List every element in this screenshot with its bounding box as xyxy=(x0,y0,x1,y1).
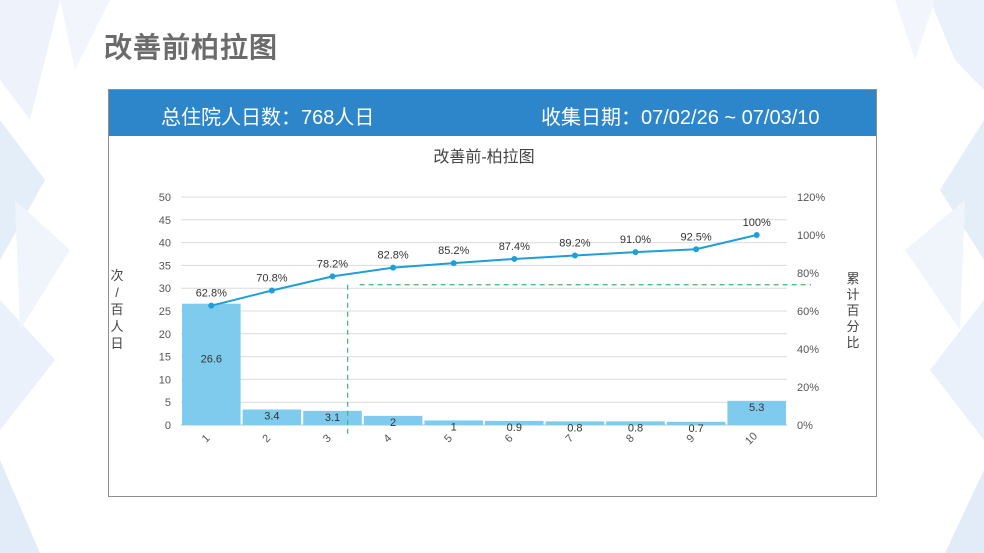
x-tick-label: 2 xyxy=(260,432,273,445)
cumulative-data-label: 85.2% xyxy=(438,245,469,257)
x-tick-label: 4 xyxy=(382,432,395,445)
y2-axis-title-char: 百 xyxy=(846,303,859,318)
chart-panel: 总住院人日数：768人日 收集日期：07/02/26 ~ 07/03/10 改善… xyxy=(108,89,877,497)
period-label: 收集日期： xyxy=(541,107,641,129)
bar xyxy=(424,420,483,425)
period-value: 07/02/26 ~ 07/03/10 xyxy=(641,107,820,129)
y-tick-label: 5 xyxy=(165,397,171,409)
bar-data-label: 3.4 xyxy=(264,410,279,422)
cumulative-point xyxy=(632,249,639,256)
bar-data-label: 0.8 xyxy=(628,422,643,434)
y2-tick-label: 40% xyxy=(797,344,819,356)
y-axis-title-char: 人 xyxy=(110,319,123,334)
bar xyxy=(545,421,605,425)
y2-tick-label: 120% xyxy=(797,192,825,204)
cumulative-data-label: 89.2% xyxy=(559,238,590,250)
y2-tick-label: 0% xyxy=(797,420,813,432)
cumulative-point xyxy=(329,273,336,280)
bar xyxy=(363,415,423,425)
x-tick-label: 5 xyxy=(442,432,455,445)
cumulative-point xyxy=(390,264,397,271)
y-tick-label: 20 xyxy=(159,329,171,341)
collection-period: 收集日期：07/02/26 ~ 07/03/10 xyxy=(541,101,820,130)
y-tick-label: 30 xyxy=(159,283,171,295)
bar xyxy=(485,420,544,425)
bar-data-label: 0.8 xyxy=(567,422,582,434)
x-tick-label: 8 xyxy=(624,432,637,445)
x-tick-label: 7 xyxy=(563,432,576,445)
cumulative-data-label: 78.2% xyxy=(317,258,348,270)
chart-title: 改善前-柏拉图 xyxy=(433,148,534,166)
cumulative-data-label: 82.8% xyxy=(377,250,408,262)
y-tick-label: 50 xyxy=(159,192,171,204)
bar-data-label: 2 xyxy=(390,417,396,429)
cumulative-data-label: 87.4% xyxy=(499,241,530,253)
bar-data-label: 26.6 xyxy=(201,353,222,365)
bar xyxy=(606,421,665,425)
x-tick-label: 6 xyxy=(503,432,516,445)
cumulative-line xyxy=(211,234,757,307)
y-tick-label: 40 xyxy=(159,238,171,250)
y-tick-label: 45 xyxy=(159,215,171,227)
cumulative-data-label: 70.8% xyxy=(256,272,287,284)
pareto-chart: 改善前-柏拉图051015202530354045500%20%40%60%80… xyxy=(110,148,859,447)
x-tick-label: 10 xyxy=(743,430,760,447)
cumulative-point xyxy=(753,232,760,238)
cumulative-point xyxy=(511,255,518,262)
y-tick-label: 15 xyxy=(159,352,171,364)
cumulative-data-label: 62.8% xyxy=(196,288,227,300)
y2-tick-label: 20% xyxy=(797,382,819,394)
cumulative-point xyxy=(208,302,215,309)
y-axis-title-char: 次 xyxy=(110,268,123,283)
y2-axis-title-char: 比 xyxy=(846,335,859,350)
bar xyxy=(182,303,241,425)
cumulative-point xyxy=(571,252,578,259)
bar xyxy=(727,400,786,425)
bar-data-label: 0.7 xyxy=(688,423,703,435)
y2-tick-label: 100% xyxy=(797,230,825,242)
total-label: 总住院人日数： xyxy=(161,107,301,129)
panel-header: 总住院人日数：768人日 收集日期：07/02/26 ~ 07/03/10 xyxy=(109,90,876,136)
bar xyxy=(242,409,302,425)
y2-tick-label: 80% xyxy=(797,268,819,280)
y-axis-title-char: 日 xyxy=(110,336,123,351)
y2-axis-title-char: 分 xyxy=(846,319,859,334)
x-tick-label: 3 xyxy=(321,432,334,445)
total-value: 768人日 xyxy=(301,107,375,129)
y-tick-label: 10 xyxy=(159,374,171,386)
total-inpatient-days: 总住院人日数：768人日 xyxy=(161,101,374,130)
y-axis-title-char: 百 xyxy=(110,302,123,317)
cumulative-point xyxy=(693,246,700,253)
bar-data-label: 0.9 xyxy=(507,422,522,434)
cumulative-data-label: 100% xyxy=(743,217,771,229)
page-title: 改善前柏拉图 xyxy=(104,32,279,63)
y2-axis-title-char: 计 xyxy=(846,287,859,302)
bar-data-label: 5.3 xyxy=(749,402,764,414)
cumulative-data-label: 92.5% xyxy=(680,231,711,243)
y-axis-title-char: / xyxy=(115,285,119,300)
bar xyxy=(666,421,726,425)
cumulative-point xyxy=(268,287,275,294)
y-tick-label: 0 xyxy=(165,420,171,432)
cumulative-data-label: 91.0% xyxy=(620,234,651,246)
y-tick-label: 35 xyxy=(159,260,171,272)
x-tick-label: 1 xyxy=(200,432,213,445)
bar-data-label: 3.1 xyxy=(325,412,340,424)
y2-tick-label: 60% xyxy=(797,306,819,318)
y-tick-label: 25 xyxy=(159,306,171,318)
cumulative-point xyxy=(450,260,457,267)
bar-data-label: 1 xyxy=(451,421,457,433)
y2-axis-title-char: 累 xyxy=(846,271,859,286)
